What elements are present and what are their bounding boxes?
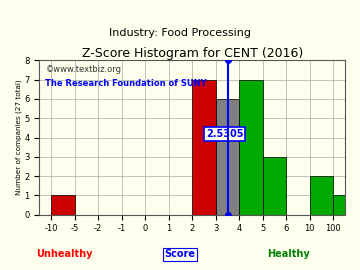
- Bar: [333, 195, 357, 215]
- Y-axis label: Number of companies (27 total): Number of companies (27 total): [15, 80, 22, 195]
- Text: Unhealthy: Unhealthy: [37, 249, 93, 259]
- Text: Healthy: Healthy: [267, 249, 309, 259]
- Bar: [216, 99, 239, 215]
- Bar: [263, 157, 286, 215]
- Bar: [51, 195, 75, 215]
- Title: Z-Score Histogram for CENT (2016): Z-Score Histogram for CENT (2016): [82, 48, 303, 60]
- Text: 2.5305: 2.5305: [206, 129, 243, 139]
- Text: ©www.textbiz.org: ©www.textbiz.org: [45, 65, 121, 74]
- Text: Score: Score: [165, 249, 195, 259]
- Text: The Research Foundation of SUNY: The Research Foundation of SUNY: [45, 79, 207, 88]
- Bar: [192, 80, 216, 215]
- Bar: [310, 176, 333, 215]
- Bar: [239, 80, 263, 215]
- Text: Industry: Food Processing: Industry: Food Processing: [109, 28, 251, 38]
